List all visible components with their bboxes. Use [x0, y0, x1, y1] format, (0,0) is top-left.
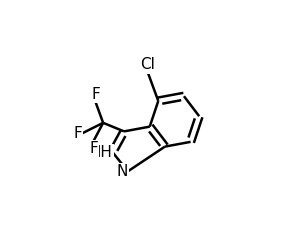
- Text: Cl: Cl: [140, 58, 155, 72]
- Text: F: F: [73, 126, 82, 141]
- Text: F: F: [91, 87, 100, 102]
- Text: F: F: [89, 141, 98, 156]
- Text: N: N: [116, 164, 128, 179]
- Text: NH: NH: [90, 145, 113, 160]
